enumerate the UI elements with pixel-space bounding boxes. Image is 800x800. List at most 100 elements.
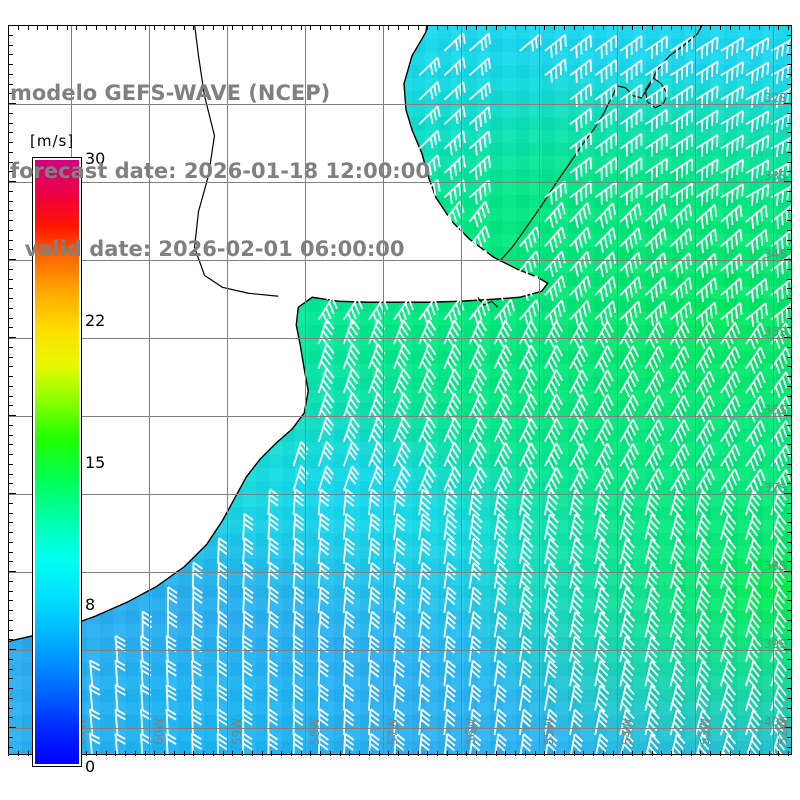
wind-barb (543, 201, 571, 230)
wind-barb (694, 443, 719, 473)
wind-barb (543, 442, 567, 472)
wind-barb (719, 252, 748, 280)
wind-barb (342, 659, 356, 688)
gridline-horizontal (9, 260, 791, 261)
wind-barb (745, 684, 764, 715)
wind-barb (518, 368, 541, 399)
wind-barb (619, 513, 637, 543)
wind-barb (594, 611, 612, 641)
wind-barb (719, 321, 745, 351)
wind-barb (518, 684, 534, 713)
wind-barb (619, 251, 647, 279)
title-model: modelo GEFS-WAVE (NCEP) (10, 81, 331, 105)
wind-barb (594, 537, 612, 568)
wind-barb (191, 659, 203, 688)
wind-barb (317, 683, 330, 712)
map-plot-area[interactable] (8, 25, 792, 755)
wind-barb (89, 731, 103, 754)
wind-barb (317, 440, 337, 470)
colorbar-tick-label: 22 (85, 311, 106, 331)
wind-barb (367, 416, 388, 447)
wind-barb (619, 369, 643, 399)
wind-barb (292, 732, 305, 754)
gridline-horizontal (9, 338, 791, 339)
wind-barb (543, 586, 561, 616)
wind-barb (694, 660, 713, 690)
wind-barb (443, 178, 471, 206)
wind-barb (569, 586, 586, 616)
wind-barb (443, 683, 458, 713)
wind-barb (619, 562, 637, 592)
wind-barb (216, 732, 228, 754)
wind-barb (468, 105, 497, 133)
gridline-vertical (149, 26, 150, 754)
wind-barb (619, 659, 637, 690)
wind-barb (166, 586, 178, 614)
wind-barb (418, 512, 433, 542)
wind-barb (493, 537, 510, 567)
wind-barb (140, 732, 153, 754)
wind-barb (267, 537, 280, 566)
wind-barb (694, 562, 714, 592)
gridline-horizontal (9, 728, 791, 729)
wind-barb (543, 250, 571, 279)
wind-barb (393, 586, 407, 615)
wind-barb (468, 392, 490, 423)
wind-barb (719, 513, 739, 544)
gridline-horizontal (9, 416, 791, 417)
wind-barb (745, 134, 775, 159)
wind-barb (242, 610, 255, 639)
wind-barb (770, 419, 791, 449)
wind-barb (443, 224, 469, 254)
longitude-label: 55W (542, 717, 556, 745)
coastline-path-brazil-ne (499, 26, 703, 262)
wind-barb (569, 708, 585, 738)
longitude-label: 60W (152, 717, 166, 745)
wind-barb (669, 443, 694, 473)
wind-barb (569, 369, 592, 399)
wind-barb (317, 561, 331, 591)
wind-barb (569, 250, 596, 279)
wind-barb (543, 562, 561, 592)
wind-barb (468, 561, 484, 591)
wind-barb (619, 108, 649, 134)
wind-barb (317, 634, 330, 664)
latitude-label: 33S (764, 169, 787, 183)
wind-barb (770, 346, 791, 376)
wind-barb (543, 513, 561, 543)
wind-barb (342, 732, 356, 754)
wind-barb (669, 586, 688, 617)
wind-barb (569, 733, 585, 754)
wind-barb (669, 133, 699, 158)
wind-barb (669, 182, 699, 207)
wind-barb (644, 59, 674, 85)
wind-barb (418, 343, 439, 374)
wind-barb (644, 369, 668, 399)
wind-barb (518, 586, 536, 616)
wind-barb (518, 708, 534, 738)
wind-barb (468, 586, 484, 616)
wind-barb (418, 441, 439, 471)
wind-barb (242, 537, 255, 566)
wind-barb (393, 367, 414, 398)
wind-barb (543, 684, 559, 714)
wind-barb (317, 416, 337, 446)
wind-barb (191, 732, 203, 754)
wind-barb (114, 732, 128, 754)
wind-barb (518, 319, 541, 350)
wind-barb (443, 249, 469, 278)
wind-barb (114, 658, 128, 688)
wind-barb (669, 158, 699, 183)
wind-barb (619, 345, 643, 375)
colorbar[interactable] (32, 157, 82, 767)
wind-barb (518, 513, 536, 543)
wind-barb (594, 467, 618, 497)
wind-barb (543, 226, 571, 254)
wind-barb (493, 513, 510, 543)
wind-barb (719, 709, 739, 739)
wind-barb (242, 732, 254, 754)
wind-barb (694, 538, 714, 568)
wind-barb (165, 707, 178, 736)
wind-barb (292, 634, 305, 663)
wind-barb (292, 683, 305, 712)
